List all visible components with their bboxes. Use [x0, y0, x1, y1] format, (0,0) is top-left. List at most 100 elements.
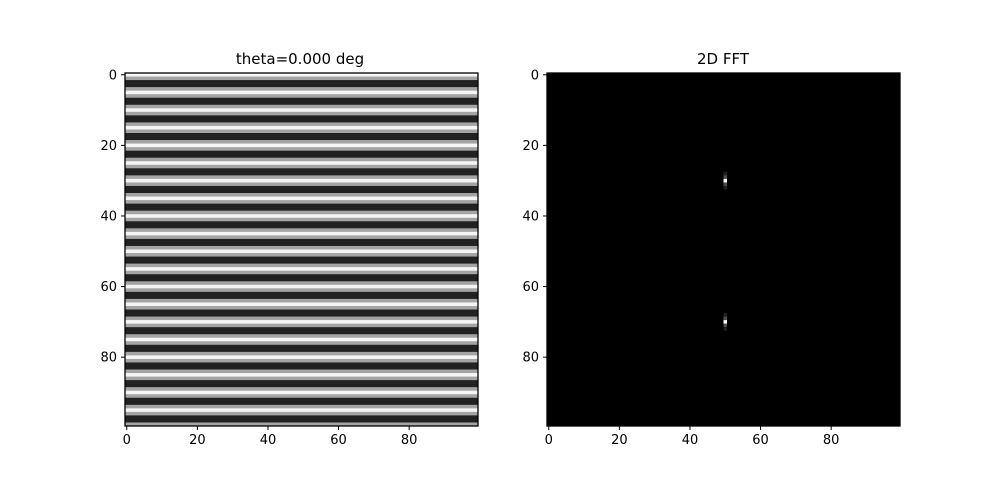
stripe-row [125, 263, 478, 268]
stripe-row [125, 154, 478, 159]
y-tick-label: 0 [531, 68, 539, 83]
stripe-row [125, 203, 478, 208]
stripe-row [125, 90, 478, 95]
left-x-axis-ticks: 0 20 40 60 80 [123, 426, 418, 448]
stripe-row [125, 305, 478, 310]
stripe-row [125, 231, 478, 236]
left-panel: theta=0.000 deg 0 20 40 60 80 0 20 40 60 80 [100, 50, 479, 448]
stripe-row [125, 362, 478, 367]
fft-peak-halo [723, 313, 728, 317]
stripe-row [125, 76, 478, 81]
fft-peak-halo [723, 185, 728, 190]
stripe-row [125, 189, 478, 194]
stripe-row [125, 164, 478, 169]
stripe-row [125, 376, 478, 381]
stripe-row [125, 175, 478, 180]
right-panel: 2D FFT 0 20 40 60 80 0 20 40 60 80 [522, 50, 901, 448]
stripe-row [125, 235, 478, 240]
y-tick-label: 80 [522, 351, 539, 366]
stripe-row [125, 147, 478, 151]
stripe-row [125, 415, 478, 420]
x-tick-label: 40 [682, 433, 699, 448]
stripe-row [125, 323, 478, 328]
stripe-row [125, 125, 478, 130]
x-tick-label: 0 [545, 433, 553, 448]
stripe-row [125, 373, 478, 377]
stripe-row [125, 80, 478, 84]
stripe-row [125, 87, 478, 91]
stripe-row [125, 224, 478, 229]
left-chart-title: theta=0.000 deg [236, 50, 364, 68]
left-axes-frame [124, 72, 479, 427]
stripe-row [125, 200, 478, 204]
right-chart-title: 2D FFT [697, 50, 750, 68]
stripe-row [125, 83, 478, 88]
stripe-row [125, 344, 478, 349]
stripe-row [125, 348, 478, 353]
y-tick-label: 20 [522, 139, 539, 154]
x-tick-label: 80 [401, 433, 418, 448]
stripe-row [125, 277, 478, 282]
left-y-axis-ticks: 0 20 40 60 80 [100, 68, 125, 366]
stripe-row [125, 228, 478, 233]
y-tick-label: 60 [522, 280, 539, 295]
stripe-row [125, 270, 478, 275]
stripe-row [125, 397, 478, 402]
stripe-row [125, 143, 478, 148]
fft-peak-halo [723, 327, 728, 331]
fft-peak [723, 178, 728, 183]
x-tick-label: 40 [260, 433, 277, 448]
x-tick-label: 20 [611, 433, 628, 448]
stripe-row [125, 355, 478, 360]
stripe-row [125, 327, 478, 331]
stripe-row [125, 178, 478, 183]
fft-peak-halo [723, 175, 728, 179]
stripe-row [125, 337, 478, 342]
stripe-row [125, 383, 478, 388]
stripe-row [125, 73, 478, 77]
stripe-row [125, 380, 478, 384]
stripe-row [125, 97, 478, 102]
y-tick-label: 40 [522, 209, 539, 224]
fft-background [547, 73, 900, 426]
y-tick-label: 20 [100, 139, 117, 154]
stripe-row [125, 256, 478, 261]
stripe-row [125, 171, 478, 176]
y-tick-label: 80 [100, 351, 117, 366]
y-tick-label: 60 [100, 280, 117, 295]
stripe-row [125, 118, 478, 123]
stripe-row [125, 214, 478, 219]
stripe-row [125, 260, 478, 264]
stripe-row [125, 161, 478, 166]
stripe-row [125, 221, 478, 226]
stripe-row [125, 207, 478, 211]
stripe-row [125, 168, 478, 173]
stripe-row [125, 288, 478, 293]
stripe-row [125, 351, 478, 356]
stripe-row [125, 320, 478, 324]
stripe-row [125, 298, 478, 303]
stripe-row [125, 302, 478, 307]
stripe-row [125, 104, 478, 109]
stripe-row [125, 309, 478, 314]
stripe-row [125, 111, 478, 116]
stripe-row [125, 316, 478, 321]
stripe-row [125, 274, 478, 279]
stripe-row [125, 358, 478, 363]
stripe-row [125, 94, 478, 99]
stripe-row [125, 101, 478, 106]
stripe-row [125, 408, 478, 413]
stripe-row [125, 249, 478, 254]
stripe-row [125, 291, 478, 296]
stripe-row [125, 365, 478, 370]
fft-peak-halo [723, 323, 728, 328]
x-tick-label: 20 [189, 433, 206, 448]
stripe-row [125, 196, 478, 201]
left-image-stripes [125, 73, 478, 427]
stripe-row [125, 281, 478, 286]
fft-peak-halo [723, 182, 728, 186]
fft-peak [723, 320, 728, 324]
stripe-row [125, 387, 478, 391]
stripe-row [125, 295, 478, 300]
